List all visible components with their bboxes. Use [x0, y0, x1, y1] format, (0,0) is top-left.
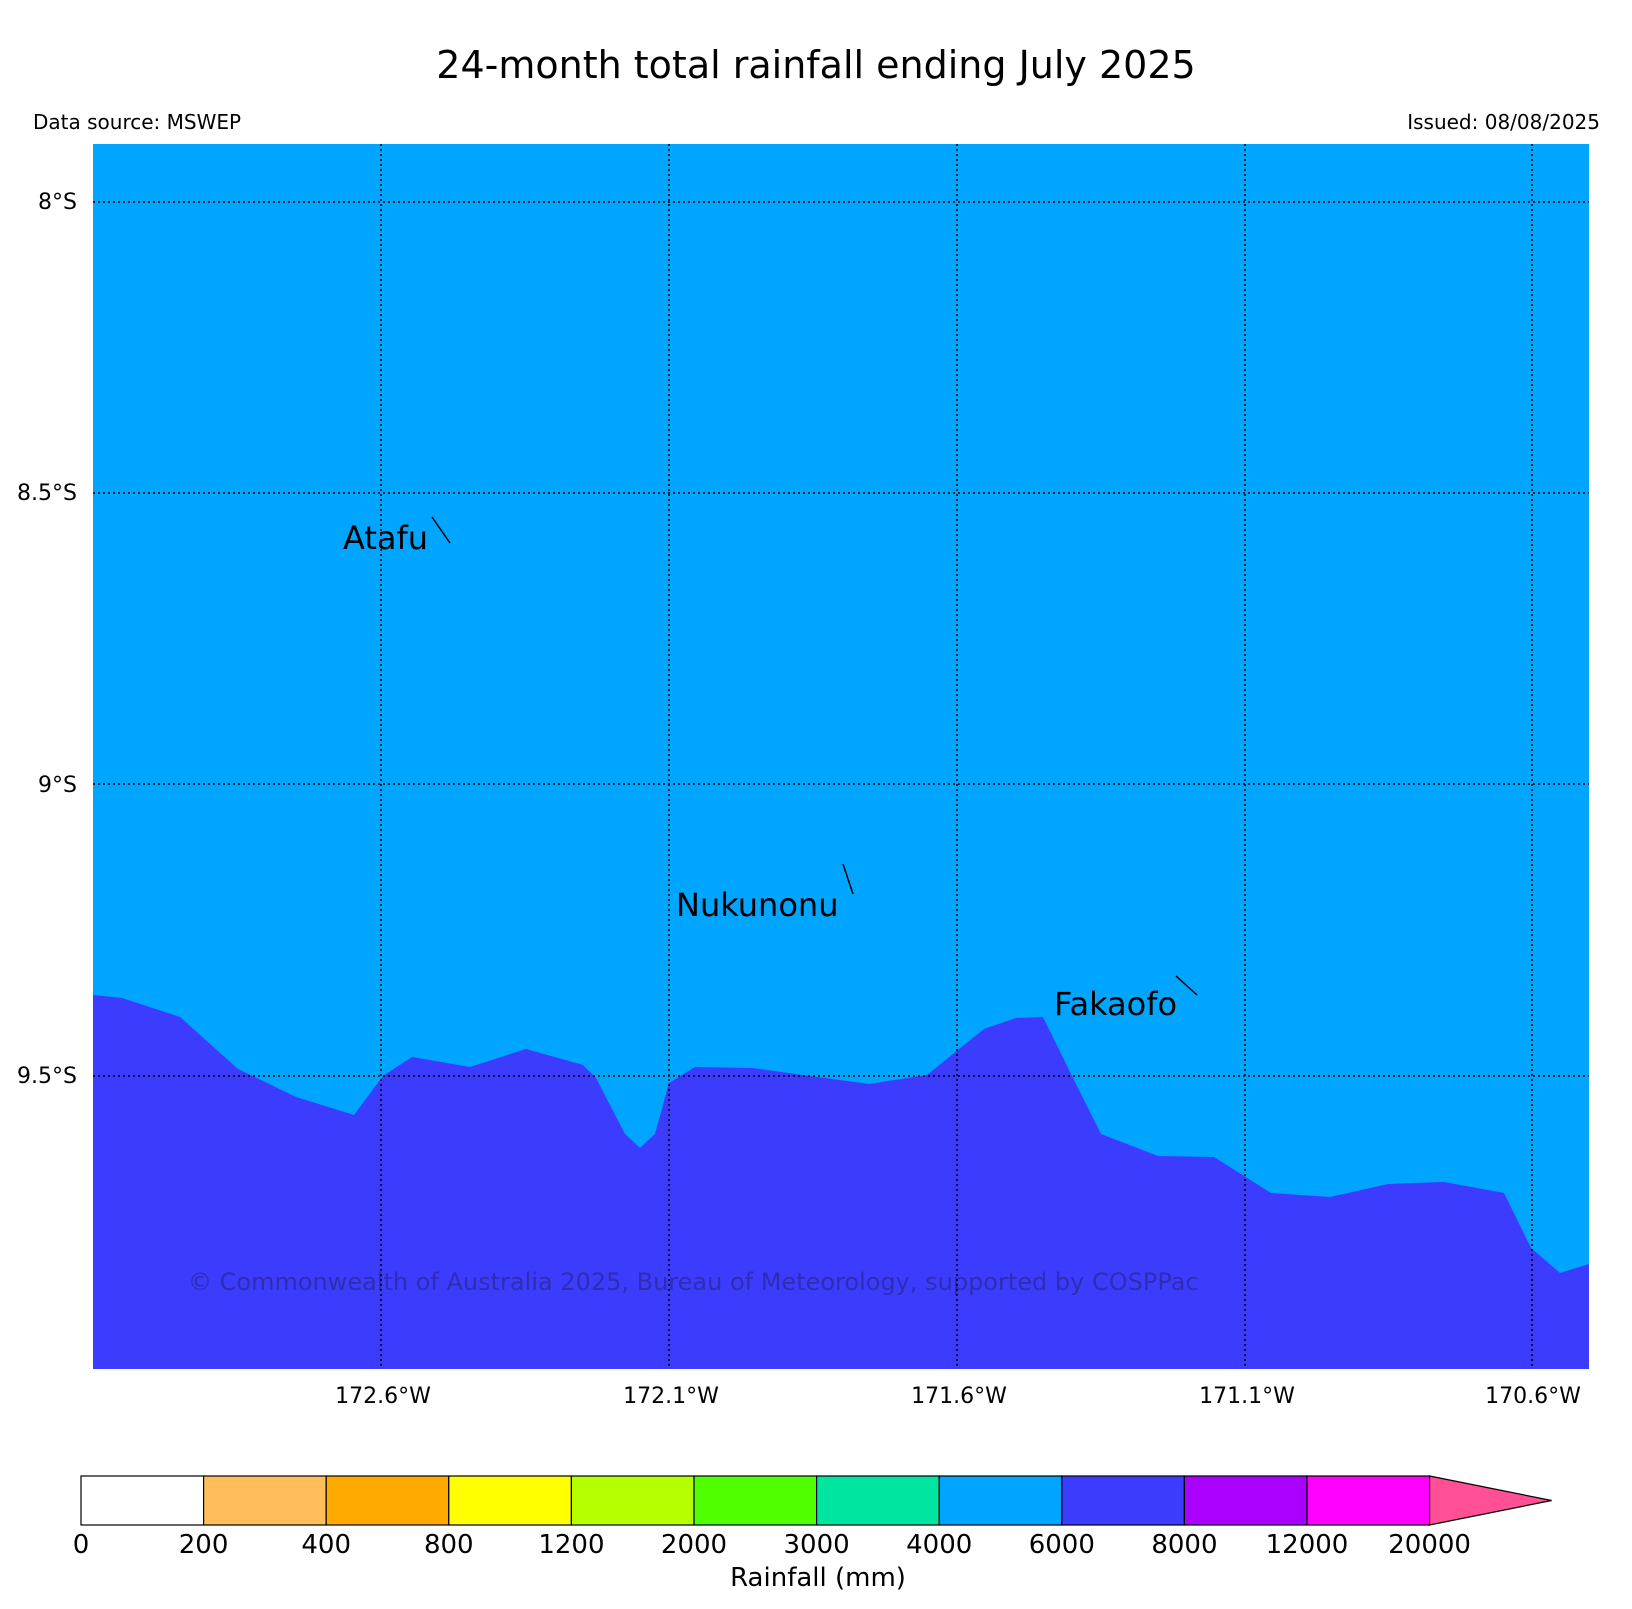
map-title: 24-month total rainfall ending July 2025	[436, 43, 1195, 87]
colorbar-label: Rainfall (mm)	[730, 1563, 906, 1593]
colorbar-tick-label: 6000	[1029, 1530, 1095, 1560]
colorbar-segment	[325, 1475, 450, 1526]
place-label-fakaofo: Fakaofo	[1054, 985, 1177, 1023]
colorbar-segment	[448, 1475, 572, 1526]
colorbar-tick-label: 1200	[538, 1530, 604, 1560]
colorbar-tick-label: 3000	[784, 1530, 850, 1560]
colorbar-tick-label: 2000	[661, 1530, 727, 1560]
lat-label: 9.5°S	[17, 1064, 77, 1089]
colorbar-tick-label: 8000	[1151, 1530, 1217, 1560]
latitude-labels: 8°S 8.5°S 9°S 9.5°S	[17, 190, 77, 1089]
place-label-nukunonu: Nukunonu	[676, 886, 838, 924]
lat-label: 8.5°S	[17, 481, 77, 506]
lon-label: 170.6°W	[1485, 1384, 1581, 1409]
colorbar-segment	[1061, 1475, 1186, 1526]
colorbar-tick-label: 400	[301, 1530, 351, 1560]
colorbar-legend: 0 200 400 800 1200 2000 3000 4000 6000 8000 12000 2…	[73, 1475, 1552, 1560]
colorbar-extend-arrow	[1428, 1475, 1552, 1526]
data-source-label: Data source: MSWEP	[33, 110, 241, 134]
colorbar-segment	[80, 1475, 205, 1526]
colorbar-tick-label: 800	[424, 1530, 474, 1560]
nukunonu-island	[842, 863, 854, 895]
atafu-island	[431, 516, 451, 544]
fakaofo-island	[1175, 975, 1198, 996]
colorbar-tick-label: 0	[73, 1530, 90, 1560]
lon-label: 171.1°W	[1199, 1384, 1295, 1409]
issued-date-label: Issued: 08/08/2025	[1407, 110, 1600, 134]
lon-label: 171.6°W	[911, 1384, 1007, 1409]
place-label-atafu: Atafu	[343, 519, 428, 557]
colorbar-segment	[815, 1475, 940, 1526]
rainfall-band-6000-8000	[93, 995, 1589, 1369]
colorbar-segment	[1183, 1475, 1308, 1526]
colorbar-segment	[203, 1475, 327, 1526]
colorbar-tick-label: 20000	[1388, 1530, 1471, 1560]
colorbar-tick-label: 12000	[1266, 1530, 1349, 1560]
map-panel: © Commonwealth of Australia 2025, Bureau…	[93, 144, 1589, 1369]
colorbar-tick-label: 4000	[906, 1530, 972, 1560]
graticule	[93, 144, 1589, 1369]
colorbar-segment	[570, 1475, 695, 1526]
lon-label: 172.1°W	[623, 1384, 719, 1409]
colorbar-segment	[1306, 1475, 1431, 1526]
longitude-labels: 172.6°W 172.1°W 171.6°W 171.1°W 170.6°W	[335, 1384, 1581, 1409]
colorbar-segment	[938, 1475, 1063, 1526]
colorbar-segment	[693, 1475, 818, 1526]
lat-label: 8°S	[38, 190, 77, 215]
lat-label: 9°S	[38, 773, 77, 798]
copyright-notice: © Commonwealth of Australia 2025, Bureau…	[188, 1268, 1199, 1296]
colorbar-tick-label: 200	[179, 1530, 229, 1560]
lon-label: 172.6°W	[335, 1384, 431, 1409]
